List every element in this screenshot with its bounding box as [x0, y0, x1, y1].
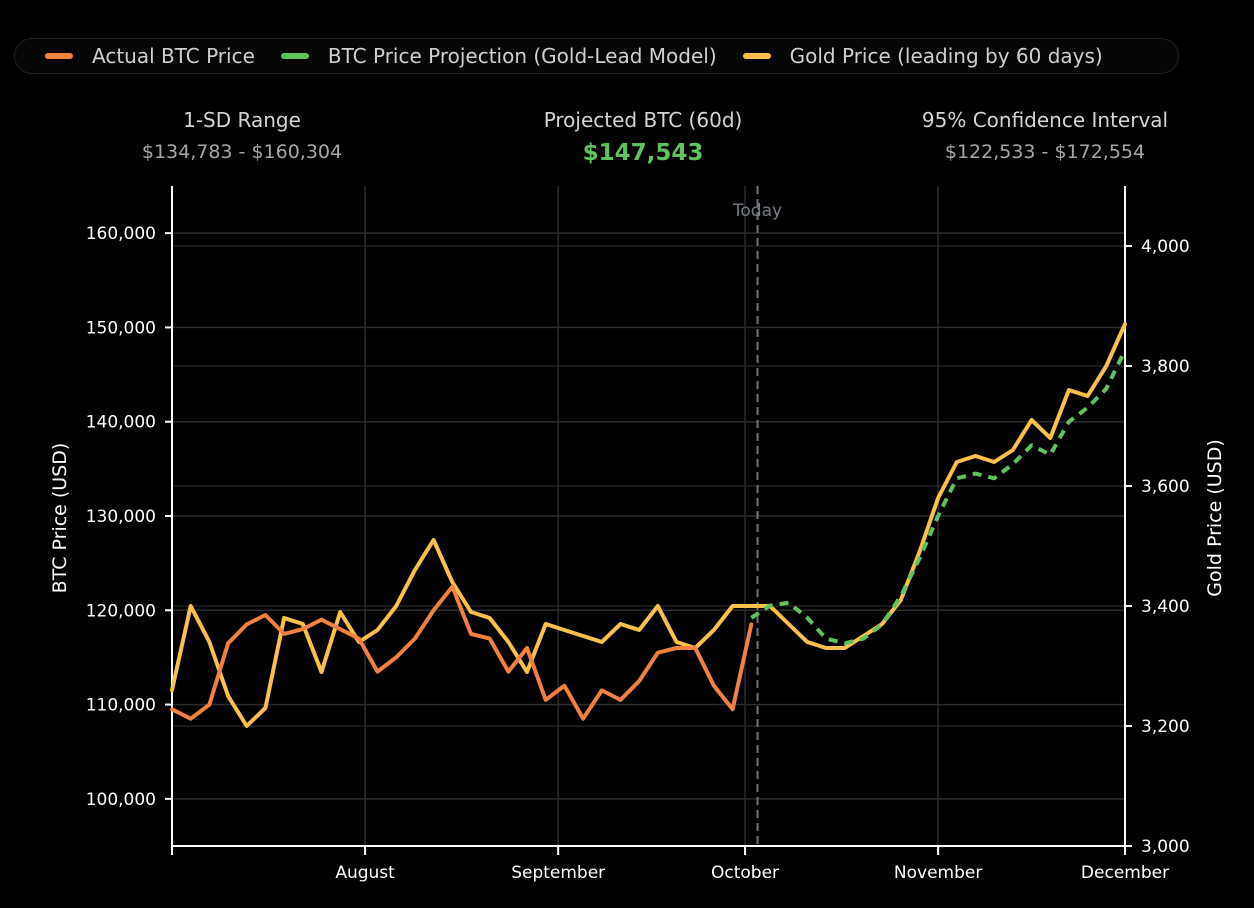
legend-item-gold-price[interactable]: Gold Price (leading by 60 days) — [742, 44, 1103, 68]
legend-label-btc-projection: BTC Price Projection (Gold-Lead Model) — [327, 44, 717, 68]
y-right-tick-label-0: 3,000 — [1141, 837, 1190, 857]
y-axis-right-title: Gold Price (USD) — [1204, 439, 1226, 597]
y-left-tick-label-6: 160,000 — [86, 224, 156, 244]
grid-lines — [172, 186, 1126, 847]
y-left-tick-label-3: 130,000 — [86, 507, 156, 527]
x-tick-label-1: September — [511, 863, 605, 883]
y-left-tick-label-4: 140,000 — [86, 413, 156, 433]
stat-confidence-label: 95% Confidence Interval — [921, 108, 1169, 132]
y-left-tick-label-0: 100,000 — [86, 790, 156, 810]
legend-item-actual-btc[interactable]: Actual BTC Price — [45, 44, 255, 68]
stat-confidence-value: $122,533 - $172,554 — [944, 141, 1146, 163]
y-left-tick-label-2: 120,000 — [86, 601, 156, 621]
y-axis-left-title: BTC Price (USD) — [49, 443, 71, 594]
series-line-gold-price-leading-by-60-days — [170, 322, 1127, 728]
legend-swatch-gold-price — [742, 53, 771, 59]
x-tick-label-2: October — [711, 863, 779, 883]
legend-label-gold-price: Gold Price (leading by 60 days) — [789, 44, 1103, 68]
y-right-tick-label-5: 4,000 — [1141, 237, 1190, 257]
legend-label-actual-btc: Actual BTC Price — [92, 44, 255, 68]
stat-confidence-interval: 95% Confidence Interval $122,533 - $172,… — [880, 106, 1210, 170]
legend-item-btc-projection[interactable]: BTC Price Projection (Gold-Lead Model) — [280, 44, 717, 68]
x-tick-label-4: December — [1081, 863, 1169, 883]
y-left-tick-label-5: 150,000 — [86, 318, 156, 338]
series-line-btc-price-projection-gold-lead-model — [750, 349, 1127, 646]
y-right-tick-label-3: 3,600 — [1141, 477, 1190, 497]
stat-sd-range: 1-SD Range $134,783 - $160,304 — [77, 106, 407, 170]
x-tick-label-0: August — [335, 863, 395, 883]
stat-sd-range-label: 1-SD Range — [183, 108, 301, 132]
y-left-tick-label-1: 110,000 — [86, 696, 156, 716]
legend-swatch-btc-projection — [280, 53, 309, 59]
series-lines — [170, 322, 1127, 728]
series-line-actual-btc-price — [170, 584, 754, 721]
stat-projected-value: $147,543 — [582, 140, 704, 166]
y-right-tick-label-4: 3,800 — [1141, 357, 1190, 377]
axes: 100,000 110,000 120,000 130,000 140,000 150,0… — [86, 186, 1190, 883]
today-label: Today — [732, 201, 782, 221]
stat-projected-btc: Projected BTC (60d) $147,543 — [478, 106, 808, 172]
stat-sd-range-value: $134,783 - $160,304 — [141, 141, 343, 163]
x-tick-label-3: November — [894, 863, 982, 883]
y-right-tick-label-1: 3,200 — [1141, 717, 1190, 737]
legend-swatch-actual-btc — [45, 53, 73, 59]
stat-projected-label: Projected BTC (60d) — [543, 108, 743, 132]
chart-legend: Actual BTC Price BTC Price Projection (G… — [14, 38, 1179, 74]
y-right-tick-label-2: 3,400 — [1141, 597, 1190, 617]
